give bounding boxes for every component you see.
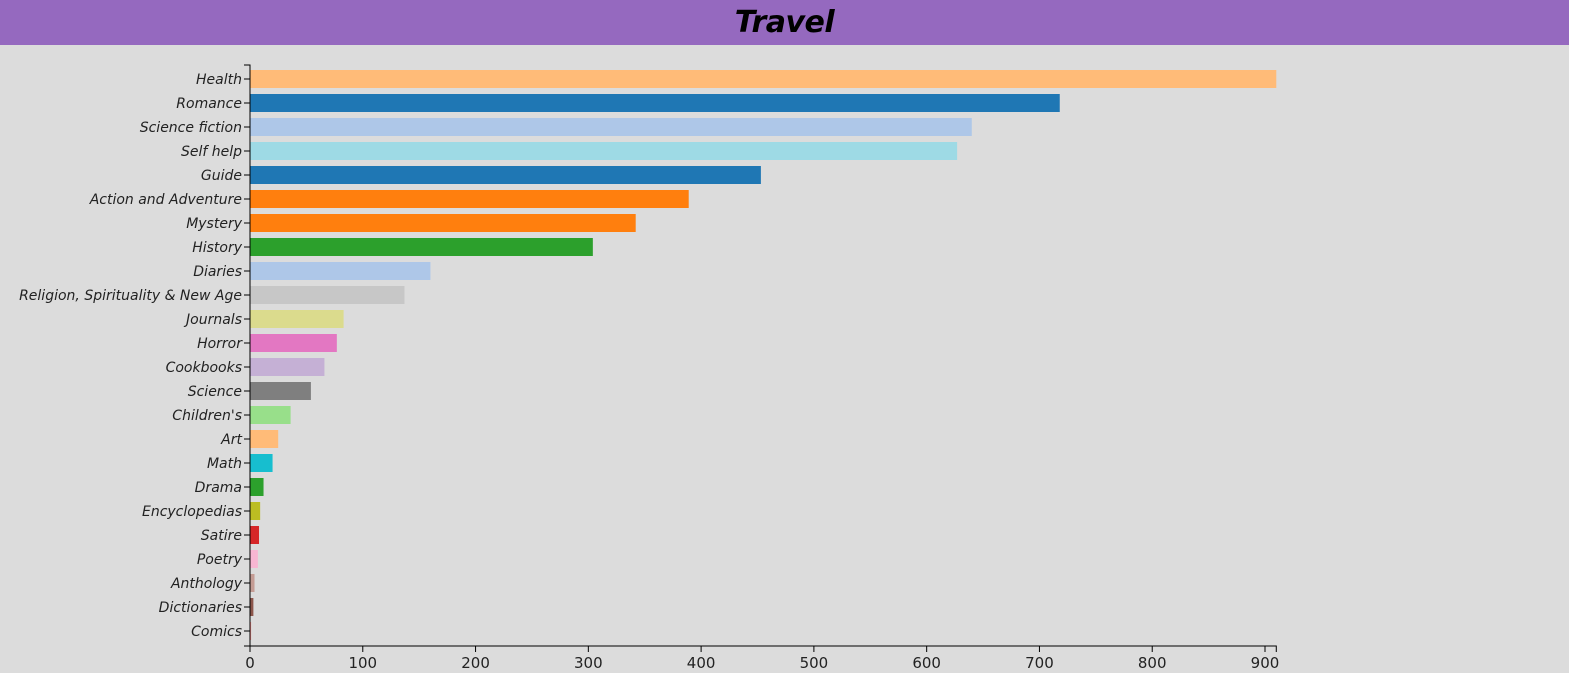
category-label: Journals bbox=[183, 312, 242, 328]
bar-dictionaries bbox=[250, 598, 254, 616]
category-label: Poetry bbox=[197, 552, 243, 568]
bar-encyclopedias bbox=[250, 502, 261, 520]
x-tick-label: 500 bbox=[800, 654, 829, 672]
bar-guide bbox=[250, 166, 761, 184]
bar-art bbox=[250, 430, 279, 448]
category-label: Drama bbox=[195, 480, 242, 496]
bar-cookbooks bbox=[250, 358, 325, 376]
category-label: Science bbox=[188, 384, 242, 400]
category-label: Romance bbox=[176, 96, 242, 112]
x-tick-label: 100 bbox=[348, 654, 377, 672]
y-axis: Health Romance Science fiction Self help Gui… bbox=[19, 64, 251, 647]
x-tick-label: 800 bbox=[1138, 654, 1167, 672]
bar-poetry bbox=[250, 550, 258, 568]
chart-header: Travel bbox=[0, 0, 1569, 45]
category-label: Guide bbox=[201, 168, 242, 184]
bar-religion-spirituality-new-age bbox=[250, 286, 405, 304]
x-tick-label: 200 bbox=[461, 654, 490, 672]
category-label: Mystery bbox=[186, 216, 243, 232]
chart-title: Travel bbox=[734, 5, 835, 40]
category-label: Cookbooks bbox=[166, 360, 242, 376]
category-label: Dictionaries bbox=[159, 600, 242, 616]
category-label: Self help bbox=[181, 144, 242, 160]
x-tick-label: 900 bbox=[1251, 654, 1280, 672]
bars-group bbox=[250, 70, 1277, 640]
category-label: Health bbox=[196, 72, 242, 88]
bar-journals bbox=[250, 310, 344, 328]
x-axis: 0 100 200 300 400 500 600 700 800 900 bbox=[245, 645, 1280, 672]
category-label: Art bbox=[220, 432, 242, 448]
bar-action-and-adventure bbox=[250, 190, 689, 208]
category-label: Math bbox=[207, 456, 242, 472]
y-axis-line bbox=[244, 64, 251, 647]
category-label: Anthology bbox=[170, 576, 243, 592]
x-tick-label: 0 bbox=[245, 654, 255, 672]
category-label: Diaries bbox=[193, 264, 242, 280]
bar-health bbox=[250, 70, 1277, 88]
bar-history bbox=[250, 238, 593, 256]
category-label: Science fiction bbox=[140, 120, 242, 136]
x-tick-label: 300 bbox=[574, 654, 603, 672]
x-tick-label: 400 bbox=[687, 654, 716, 672]
x-axis-line bbox=[249, 645, 1277, 652]
category-label: Encyclopedias bbox=[142, 504, 242, 520]
bar-mystery bbox=[250, 214, 636, 232]
bar-diaries bbox=[250, 262, 431, 280]
category-label: Comics bbox=[191, 624, 242, 640]
x-tick-label: 600 bbox=[912, 654, 941, 672]
bar-chart: Health Romance Science fiction Self help Gui… bbox=[19, 64, 1280, 672]
bar-horror bbox=[250, 334, 337, 352]
bar-drama bbox=[250, 478, 264, 496]
category-label: Satire bbox=[201, 528, 242, 544]
category-label: Religion, Spirituality & New Age bbox=[19, 288, 242, 304]
category-label: Horror bbox=[197, 336, 243, 352]
bar-self-help bbox=[250, 142, 958, 160]
bar-math bbox=[250, 454, 273, 472]
bar-science-fiction bbox=[250, 118, 972, 136]
bar-satire bbox=[250, 526, 260, 544]
bar-anthology bbox=[250, 574, 255, 592]
bar-children-s bbox=[250, 406, 291, 424]
category-label: History bbox=[192, 240, 243, 256]
category-label: Children's bbox=[172, 408, 242, 424]
category-label: Action and Adventure bbox=[89, 192, 242, 208]
bar-romance bbox=[250, 94, 1060, 112]
bar-comics bbox=[250, 622, 252, 640]
bar-science bbox=[250, 382, 311, 400]
x-tick-label: 700 bbox=[1025, 654, 1054, 672]
